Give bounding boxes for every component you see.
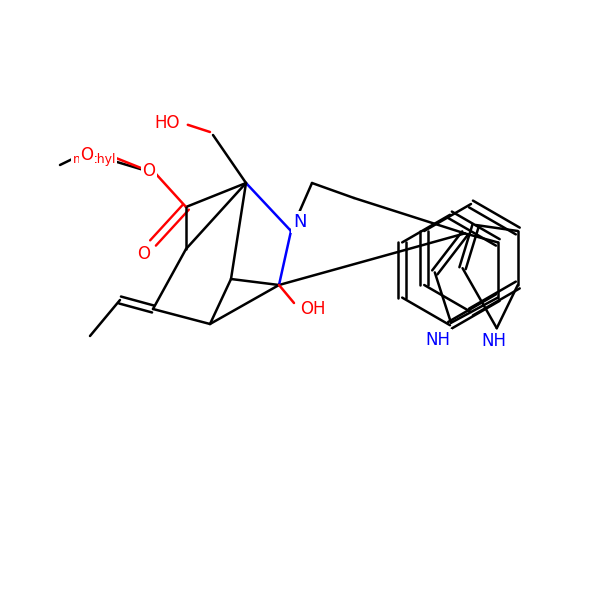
Text: N: N xyxy=(293,213,307,231)
Text: O: O xyxy=(142,162,155,180)
Text: HO: HO xyxy=(155,114,180,132)
Text: methyl: methyl xyxy=(73,152,116,166)
Text: O: O xyxy=(80,146,94,164)
Text: OH: OH xyxy=(301,300,326,318)
Text: NH: NH xyxy=(425,331,451,349)
Text: NH: NH xyxy=(481,332,506,350)
Text: O: O xyxy=(137,245,151,263)
